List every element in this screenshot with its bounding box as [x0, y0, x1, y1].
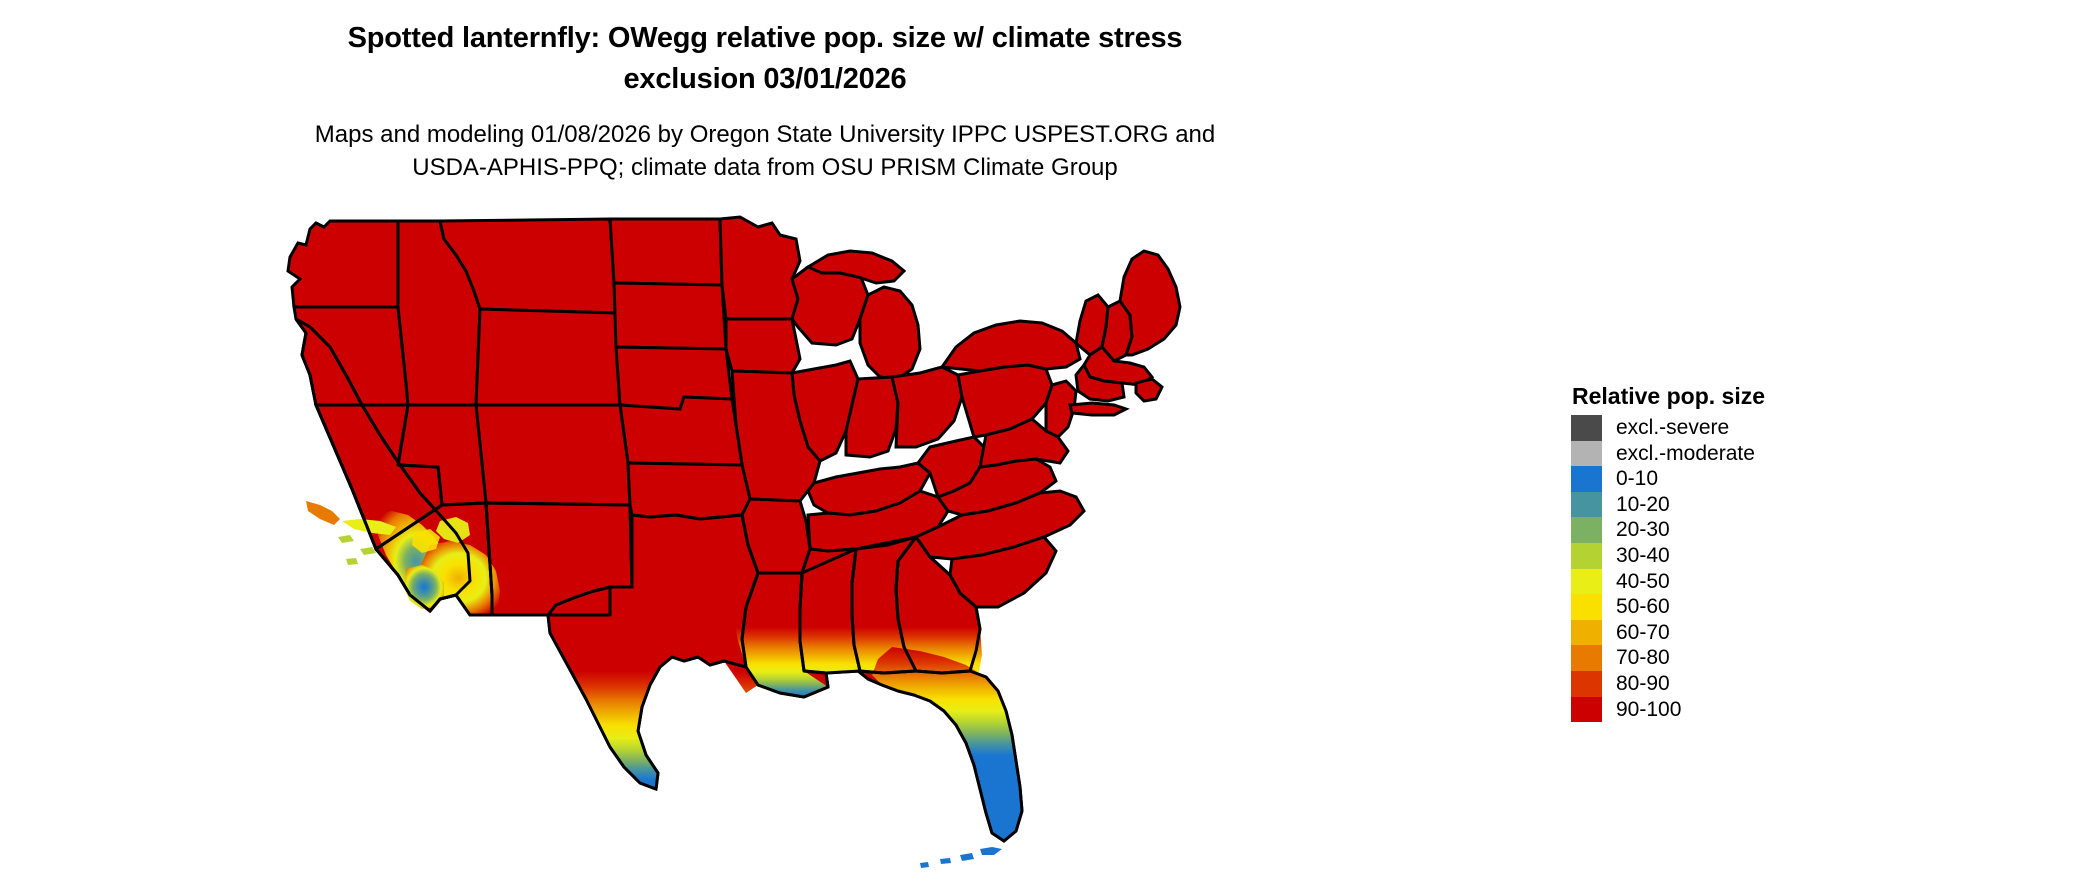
legend-item: 90-100	[1571, 696, 1901, 723]
gradient-norcal-stripe	[306, 501, 340, 525]
legend-item: 30-40	[1571, 542, 1901, 569]
state-michigan	[858, 285, 922, 381]
legend-swatch	[1571, 619, 1602, 646]
legend-item: excl.-moderate	[1571, 440, 1901, 467]
geo-long-island	[1068, 401, 1130, 417]
legend-items: excl.-severe excl.-moderate 0-10 10-20 20-30…	[1571, 415, 1901, 723]
gradient-florida	[872, 647, 1022, 841]
gradient-channel-islands	[338, 535, 376, 565]
legend-label: 60-70	[1616, 620, 1670, 644]
state-ohio	[890, 365, 964, 449]
legend-swatch	[1571, 645, 1602, 671]
legend-item: 70-80	[1571, 645, 1901, 671]
legend-item: 10-20	[1571, 491, 1901, 518]
state-maine	[1118, 249, 1182, 357]
us-choropleth-map	[280, 215, 1580, 880]
state-north-dakota	[608, 217, 724, 287]
gradient-south-texas	[548, 613, 758, 789]
legend-item: 50-60	[1571, 594, 1901, 620]
legend-label: excl.-moderate	[1616, 441, 1755, 465]
map-container	[280, 215, 1580, 880]
state-maryland-delaware	[978, 417, 1070, 469]
legend-label: 0-10	[1616, 467, 1659, 491]
state-michigan-up	[804, 249, 907, 285]
legend-swatch	[1571, 466, 1602, 492]
state-washington	[286, 219, 400, 309]
state-north-carolina	[913, 489, 1086, 561]
state-border-overlay	[294, 317, 1024, 843]
gradient-lower-colorado	[412, 529, 440, 553]
legend-swatch	[1571, 594, 1602, 620]
legend-swatch	[1571, 440, 1602, 467]
legend-item: 40-50	[1571, 568, 1901, 595]
legend-item: 0-10	[1571, 466, 1901, 492]
legend-title: Relative pop. size	[1572, 383, 1766, 409]
legend-swatch	[1571, 696, 1602, 723]
legend-swatch	[1571, 491, 1602, 518]
legend-label: 20-30	[1616, 518, 1670, 542]
state-colorado	[474, 403, 632, 507]
legend-label: 80-90	[1616, 671, 1670, 695]
legend-swatch	[1571, 568, 1602, 595]
geo-cape-cod	[1134, 377, 1164, 403]
legend-swatch	[1571, 670, 1602, 697]
legend-item: 60-70	[1571, 619, 1901, 646]
state-connecticut-rhodeisland	[1074, 362, 1126, 403]
legend-label: 10-20	[1616, 492, 1670, 516]
state-oklahoma	[626, 461, 752, 521]
legend-item: excl.-severe	[1571, 415, 1901, 441]
page-title: Spotted lanternfly: OWegg relative pop. …	[347, 22, 1183, 95]
legend-swatch	[1571, 415, 1602, 441]
legend-label: 70-80	[1616, 646, 1670, 670]
legend-label: 50-60	[1616, 595, 1670, 619]
legend-item: 20-30	[1571, 517, 1901, 543]
state-new-jersey	[1044, 379, 1078, 439]
state-iowa	[724, 317, 802, 375]
legend-label: excl.-severe	[1616, 416, 1730, 439]
legend-label: 40-50	[1616, 569, 1670, 593]
legend-item: 80-90	[1571, 670, 1901, 697]
title-block: Spotted lanternfly: OWegg relative pop. …	[0, 18, 1530, 184]
state-south-dakota	[612, 281, 728, 351]
gradient-gulf-coast	[732, 597, 982, 697]
figure-subtitle: Maps and modeling 01/08/2026 by Oregon S…	[314, 121, 1216, 181]
legend-label: 90-100	[1616, 697, 1682, 721]
gradient-florida-keys	[920, 847, 1002, 868]
legend-swatch	[1571, 542, 1602, 569]
legend-swatch	[1571, 517, 1602, 543]
state-wyoming	[474, 307, 622, 407]
legend: Relative pop. size excl.-severe excl.-mod…	[1571, 383, 1901, 723]
gradient-socal-stripe	[342, 519, 396, 535]
legend-label: 30-40	[1616, 543, 1670, 567]
state-kansas	[618, 395, 744, 467]
